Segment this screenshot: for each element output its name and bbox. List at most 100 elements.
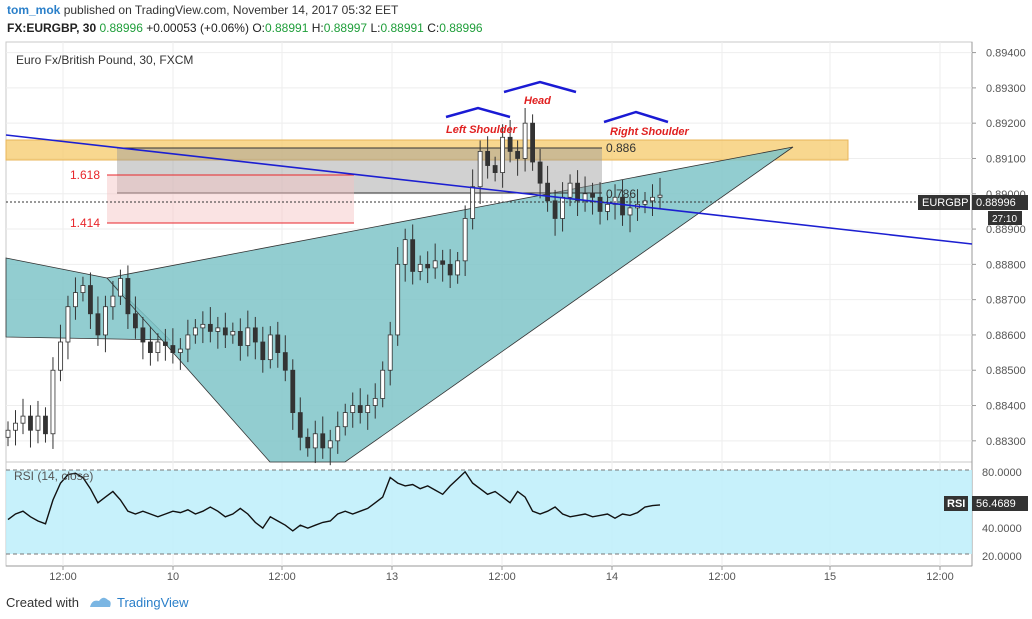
right-shoulder-label: Right Shoulder [610, 126, 690, 138]
countdown-tag [988, 211, 1022, 225]
left-shoulder-label: Left Shoulder [446, 124, 518, 136]
y-tick-label: 0.88900 [986, 224, 1026, 236]
candle-body [380, 369, 386, 399]
candle-body [470, 186, 476, 219]
tradingview-link[interactable]: TradingView [117, 595, 189, 610]
y-tick-label: 0.89200 [986, 118, 1026, 130]
close-label: C: [427, 21, 440, 35]
symbol-tag-text: EURGBP [922, 197, 968, 209]
x-tick-label: 12:00 [926, 571, 954, 583]
candle-body [455, 260, 461, 276]
ohlc-line: FX:EURGBP, 30 0.88996 +0.00053 (+0.06%) … [7, 21, 483, 35]
candle-body [237, 331, 243, 346]
candle-body [147, 341, 153, 353]
head-label: Head [524, 95, 551, 107]
price-tag [972, 195, 1028, 210]
candle-body [88, 285, 93, 315]
head-marker [503, 80, 577, 94]
candle-body [43, 415, 48, 435]
fib-extension-box [107, 175, 354, 223]
candle-body [537, 161, 543, 184]
x-tick-label: 14 [606, 571, 618, 583]
footer: Created with TradingView [0, 590, 1032, 619]
candle-body [13, 422, 18, 431]
candle-body [155, 341, 161, 353]
candle-body [177, 348, 183, 353]
symbol-label: FX:EURGBP, 30 [7, 21, 97, 35]
fib-886-label: 0.886 [606, 141, 636, 155]
candle-body [230, 331, 236, 336]
candle-body [73, 292, 78, 308]
candle-body [560, 196, 565, 219]
candle-body [417, 263, 423, 272]
chart-canvas[interactable]: 0.886 0.786 1.618 1.414 Head Left Should… [0, 0, 1032, 590]
rsi-tick-label: 40.0000 [982, 523, 1022, 535]
x-tick-label: 10 [167, 571, 179, 583]
resistance-zone [5, 139, 849, 161]
candle-body [275, 334, 281, 353]
candle-body [605, 203, 610, 212]
candle-body [207, 323, 213, 332]
candle-body [477, 151, 483, 188]
candle-body [222, 327, 228, 336]
y-tick-label: 0.88300 [986, 436, 1026, 448]
y-tick-label: 0.89100 [986, 153, 1026, 165]
candlestick-series [5, 108, 663, 466]
rsi-band [6, 470, 972, 554]
candle-body [485, 151, 491, 166]
candle-body [522, 122, 528, 159]
candle-body [58, 341, 63, 371]
candle-body [425, 263, 431, 269]
x-tick-label: 12:00 [49, 571, 77, 583]
rsi-tick-label: 80.0000 [982, 467, 1022, 479]
candle-body [290, 369, 296, 413]
fib-1414-label: 1.414 [70, 216, 100, 230]
right-shoulder-marker [603, 110, 669, 124]
candle-body [395, 263, 401, 336]
candle-body [462, 218, 468, 262]
candle-body [402, 239, 408, 265]
candle-body [492, 165, 498, 173]
candle-body [620, 196, 625, 216]
candle-body [133, 313, 138, 329]
author-link[interactable]: tom_mok [7, 3, 61, 17]
price-axis[interactable]: 0.894000.893000.892000.891000.890000.889… [972, 48, 1026, 448]
candle-body [170, 345, 176, 353]
descending-trendline[interactable] [5, 134, 973, 245]
chart-header: tom_mok published on TradingView.com, No… [0, 0, 1032, 40]
countdown-text: 27:10 [992, 214, 1017, 225]
y-tick-label: 0.88600 [986, 330, 1026, 342]
candle-body [80, 285, 86, 293]
candle-body [245, 327, 251, 346]
candle-body [5, 429, 11, 438]
time-axis[interactable]: 12:00 10 12:00 13 12:00 14 12:00 15 12:00 [49, 566, 954, 583]
candle-body [335, 426, 341, 442]
candle-body [140, 327, 146, 343]
candle-body [575, 182, 580, 202]
candle-body [590, 193, 595, 198]
x-tick-label: 12:00 [488, 571, 516, 583]
candle-body [312, 433, 318, 449]
open-label: O: [252, 21, 265, 35]
x-tick-label: 13 [386, 571, 398, 583]
candle-body [110, 295, 116, 308]
y-tick-label: 0.89400 [986, 48, 1026, 60]
candle-body [410, 239, 416, 272]
candle-body [252, 327, 258, 343]
candle-body [125, 278, 131, 315]
candle-body [215, 327, 221, 332]
publish-text: published on TradingView.com, November 1… [63, 3, 399, 17]
low-value: 0.88991 [380, 21, 424, 35]
y-tick-label: 0.88700 [986, 295, 1026, 307]
candle-body [192, 327, 198, 336]
candle-body [20, 415, 26, 424]
candle-body [65, 306, 71, 343]
candle-body [95, 313, 101, 336]
rsi-line [7, 470, 661, 532]
open-value: 0.88991 [264, 21, 309, 35]
left-shoulder-marker [445, 106, 511, 119]
candle-body [28, 415, 33, 431]
candle-body [642, 200, 648, 205]
candle-body [320, 433, 326, 449]
